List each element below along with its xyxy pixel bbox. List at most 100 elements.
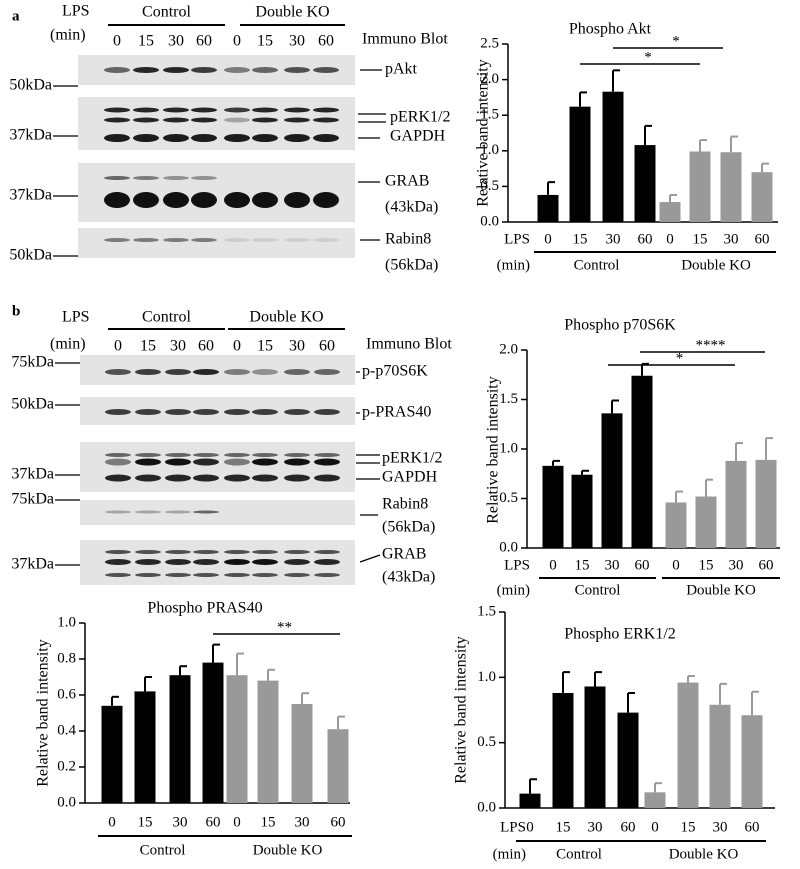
blot-band [105, 453, 131, 457]
blot-band [163, 192, 189, 208]
bar [725, 460, 747, 548]
blot-strip [78, 97, 355, 150]
blot-band [104, 134, 130, 142]
bar [291, 704, 313, 803]
blot-band [252, 409, 278, 415]
blot-band [163, 134, 189, 142]
blot-band [314, 453, 340, 457]
blot-band [191, 134, 217, 142]
band-label: GAPDH [390, 128, 446, 145]
band-label: p-p70S6K [362, 363, 428, 380]
x-tick-label: 15 [681, 819, 696, 835]
band-label: (43kDa) [385, 199, 438, 216]
blot-band [135, 458, 161, 466]
bar [644, 792, 666, 808]
blot-band [284, 550, 310, 554]
group-label: Control [142, 4, 191, 21]
blot-strip [78, 163, 355, 222]
x-row-label: LPS [500, 819, 526, 835]
blot-band [224, 474, 250, 482]
lane-label: 60 [196, 33, 212, 50]
group-label: Double KO [686, 582, 756, 598]
blot-band [165, 559, 191, 565]
band-label: (56kDa) [385, 257, 438, 274]
x-tick-label: 60 [759, 557, 774, 573]
x-tick-label: 15 [573, 231, 588, 247]
blot-band [314, 559, 340, 565]
mw-marker: 37kDa [9, 127, 52, 144]
lane-label: 15 [257, 338, 273, 355]
blot-band [104, 107, 130, 113]
blot-band [284, 458, 310, 466]
mw-marker: 37kDa [11, 556, 54, 573]
blot-band [135, 573, 161, 577]
blot-band [163, 238, 189, 242]
x-tick-label: 30 [605, 557, 620, 573]
blot-band [252, 67, 278, 73]
x-tick-label: 0 [549, 557, 557, 573]
band-label: Rabin8 [382, 496, 428, 513]
blot-band [135, 474, 161, 482]
x-tick-label: 60 [635, 557, 650, 573]
lps-label: LPS [62, 3, 90, 20]
blot-band [313, 134, 339, 142]
group-label: Control [140, 842, 186, 858]
x-tick-label: 15 [261, 814, 276, 830]
bar [709, 704, 731, 808]
blot-band [104, 117, 130, 123]
blot-band [165, 510, 191, 514]
x-tick-label: 15 [699, 557, 714, 573]
group-label: Control [575, 582, 621, 598]
band-label: GRAB [385, 173, 429, 190]
blot-band [191, 192, 217, 208]
blot-band [224, 238, 250, 242]
x-tick-label: 30 [295, 814, 310, 830]
lane-label: 60 [198, 338, 214, 355]
blot-band [163, 67, 189, 73]
y-tick-label: 0.5 [477, 734, 496, 750]
band-label: GRAB [382, 546, 426, 563]
y-tick-label: 1.5 [477, 603, 496, 619]
bar [659, 202, 681, 222]
blot-band [165, 369, 191, 375]
blot-band [284, 67, 310, 73]
blot-band [133, 107, 159, 113]
x-tick-label: 60 [755, 231, 770, 247]
bar [634, 145, 656, 222]
blot-band [135, 559, 161, 565]
lane-label: 0 [114, 338, 122, 355]
blot-band [163, 107, 189, 113]
significance-label: **** [696, 337, 726, 353]
bar [327, 729, 349, 803]
x-tick-label: 30 [588, 819, 603, 835]
blot-band [252, 369, 278, 375]
blot-band [193, 453, 219, 457]
bar [169, 675, 191, 803]
blot-band [284, 559, 310, 565]
x-tick-label: 30 [173, 814, 188, 830]
x-row-label: (min) [493, 846, 526, 862]
blot-strip [78, 228, 355, 258]
lane-label: 30 [170, 338, 186, 355]
blot-band [252, 458, 278, 466]
blot-band [133, 67, 159, 73]
x-tick-label: 30 [729, 557, 744, 573]
chart-title: Phospho ERK1/2 [564, 626, 676, 643]
blot-band [314, 550, 340, 554]
x-tick-label: 0 [526, 819, 534, 835]
method-label: Immuno Blot [366, 336, 452, 353]
mw-marker: 37kDa [11, 466, 54, 483]
x-row-label: (min) [497, 257, 530, 273]
blot-band [163, 117, 189, 123]
bar [695, 496, 717, 548]
lane-label: 15 [138, 33, 154, 50]
x-tick-label: 0 [544, 231, 552, 247]
blot-band [284, 192, 310, 208]
band-label: (43kDa) [382, 569, 435, 586]
x-tick-label: 0 [233, 814, 241, 830]
y-tick-label: 1.0 [480, 142, 499, 158]
blot-band [104, 238, 130, 242]
blot-band [313, 117, 339, 123]
blot-band [193, 559, 219, 565]
